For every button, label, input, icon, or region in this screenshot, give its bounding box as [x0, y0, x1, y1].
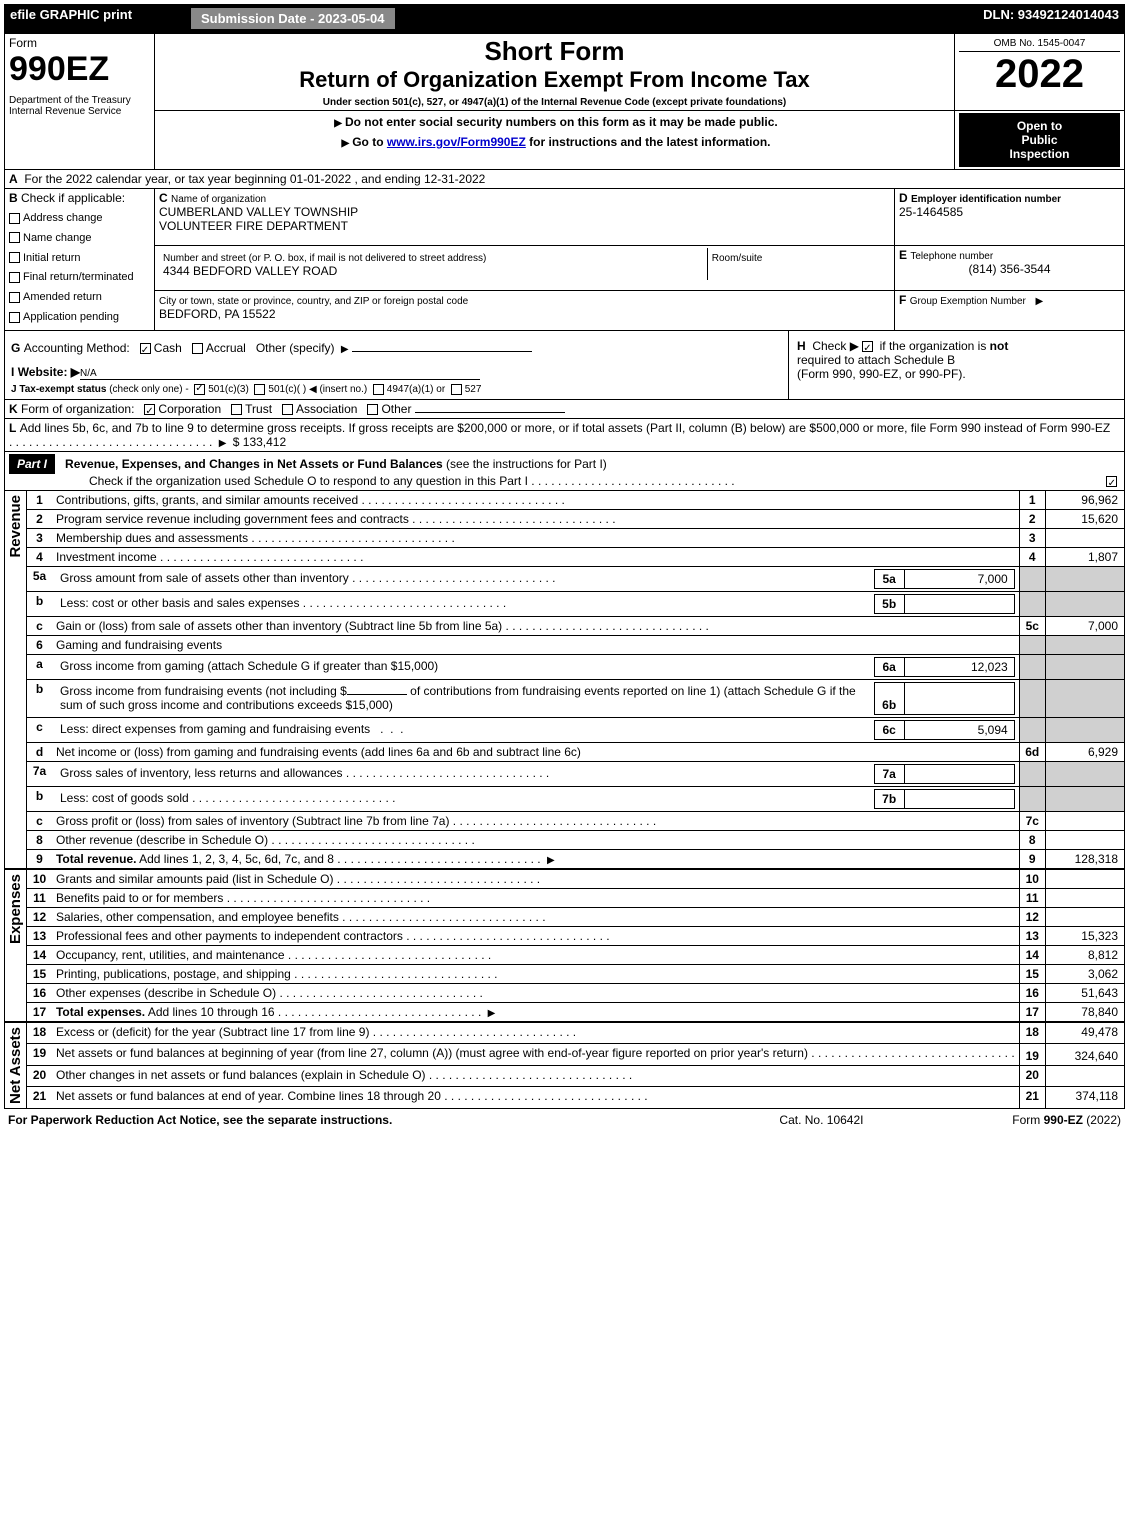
org-name1: CUMBERLAND VALLEY TOWNSHIP — [159, 205, 358, 219]
l18-value: 49,478 — [1045, 1022, 1124, 1044]
title-return-exempt: Return of Organization Exempt From Incom… — [163, 67, 946, 93]
form-number: 990EZ — [9, 50, 150, 89]
title-short-form: Short Form — [163, 36, 946, 67]
tax-year: 2022 — [959, 52, 1120, 97]
chk-schedule-o-part1[interactable] — [1106, 476, 1117, 487]
l19-value: 324,640 — [1045, 1044, 1124, 1065]
chk-accrual[interactable] — [192, 343, 203, 354]
l9-value: 128,318 — [1045, 849, 1124, 869]
dln-label: DLN: 93492124014043 — [895, 4, 1125, 33]
l7c-value — [1045, 811, 1124, 830]
l1-value: 96,962 — [1045, 491, 1124, 510]
chk-address-change[interactable] — [9, 213, 20, 224]
street-address: 4344 BEDFORD VALLEY ROAD — [163, 264, 337, 278]
form-word: Form — [9, 36, 150, 50]
part1-header: Part I Revenue, Expenses, and Changes in… — [4, 452, 1125, 491]
chk-schedule-b[interactable] — [862, 341, 873, 352]
netassets-side-label: Net Assets — [5, 1023, 26, 1108]
l6d-value: 6,929 — [1045, 742, 1124, 761]
l6a-value: 12,023 — [904, 657, 1014, 676]
chk-corporation[interactable] — [144, 404, 155, 415]
chk-amended-return[interactable] — [9, 292, 20, 303]
gross-receipts-value: $ 133,412 — [233, 435, 286, 449]
l21-value: 374,118 — [1045, 1087, 1124, 1109]
chk-trust[interactable] — [231, 404, 242, 415]
l5b-value — [904, 594, 1014, 613]
l5c-value: 7,000 — [1045, 616, 1124, 635]
form-header: Form 990EZ Department of the TreasuryInt… — [4, 33, 1125, 170]
website-value: N/A — [80, 368, 97, 379]
l6b-value — [904, 682, 1014, 714]
chk-527[interactable] — [451, 384, 462, 395]
l11-value — [1045, 888, 1124, 907]
section-ghij: G Accounting Method: Cash Accrual Other … — [4, 331, 1125, 400]
top-bar: efile GRAPHIC print Submission Date - 20… — [4, 4, 1125, 33]
l6c-value: 5,094 — [904, 720, 1014, 739]
omb-number: OMB No. 1545-0047 — [959, 36, 1120, 52]
subtitle: Under section 501(c), 527, or 4947(a)(1)… — [163, 97, 946, 108]
section-a: A For the 2022 calendar year, or tax yea… — [4, 170, 1125, 189]
open-public-inspection: Open toPublicInspection — [959, 113, 1120, 167]
chk-4947a1[interactable] — [373, 384, 384, 395]
l7b-value — [904, 789, 1014, 808]
l17-value: 78,840 — [1045, 1002, 1124, 1022]
l4-value: 1,807 — [1045, 547, 1124, 566]
note-ssn: Do not enter social security numbers on … — [345, 115, 778, 129]
submission-date-button[interactable]: Submission Date - 2023-05-04 — [190, 7, 396, 30]
l13-value: 15,323 — [1045, 926, 1124, 945]
page-footer: For Paperwork Reduction Act Notice, see … — [4, 1111, 1125, 1129]
l5a-value: 7,000 — [904, 569, 1014, 588]
lines-table: Revenue 1 Contributions, gifts, grants, … — [4, 491, 1125, 1109]
chk-final-return[interactable] — [9, 272, 20, 283]
l3-value — [1045, 528, 1124, 547]
l10-value — [1045, 869, 1124, 889]
l16-value: 51,643 — [1045, 983, 1124, 1002]
l7a-value — [904, 764, 1014, 783]
l20-value — [1045, 1065, 1124, 1086]
l12-value — [1045, 907, 1124, 926]
irs-link[interactable]: www.irs.gov/Form990EZ — [387, 135, 526, 149]
chk-cash[interactable] — [140, 343, 151, 354]
section-k: K Form of organization: Corporation Trus… — [4, 400, 1125, 419]
section-l: L Add lines 5b, 6c, and 7b to line 9 to … — [4, 419, 1125, 452]
chk-association[interactable] — [282, 404, 293, 415]
entity-block: B Check if applicable: Address change Na… — [4, 189, 1125, 331]
l8-value — [1045, 830, 1124, 849]
treasury-dept: Department of the TreasuryInternal Reven… — [9, 95, 150, 117]
chk-name-change[interactable] — [9, 232, 20, 243]
chk-501c[interactable] — [254, 384, 265, 395]
city-state-zip: BEDFORD, PA 15522 — [159, 307, 276, 321]
chk-other-org[interactable] — [367, 404, 378, 415]
revenue-side-label: Revenue — [5, 491, 26, 562]
l14-value: 8,812 — [1045, 945, 1124, 964]
chk-application-pending[interactable] — [9, 312, 20, 323]
org-name2: VOLUNTEER FIRE DEPARTMENT — [159, 219, 348, 233]
l2-value: 15,620 — [1045, 509, 1124, 528]
expenses-side-label: Expenses — [5, 870, 26, 948]
chk-501c3[interactable] — [194, 384, 205, 395]
chk-initial-return[interactable] — [9, 252, 20, 263]
telephone-value: (814) 356-3544 — [899, 262, 1120, 276]
efile-label: efile GRAPHIC print — [4, 4, 184, 33]
l15-value: 3,062 — [1045, 964, 1124, 983]
ein-value: 25-1464585 — [899, 205, 963, 219]
